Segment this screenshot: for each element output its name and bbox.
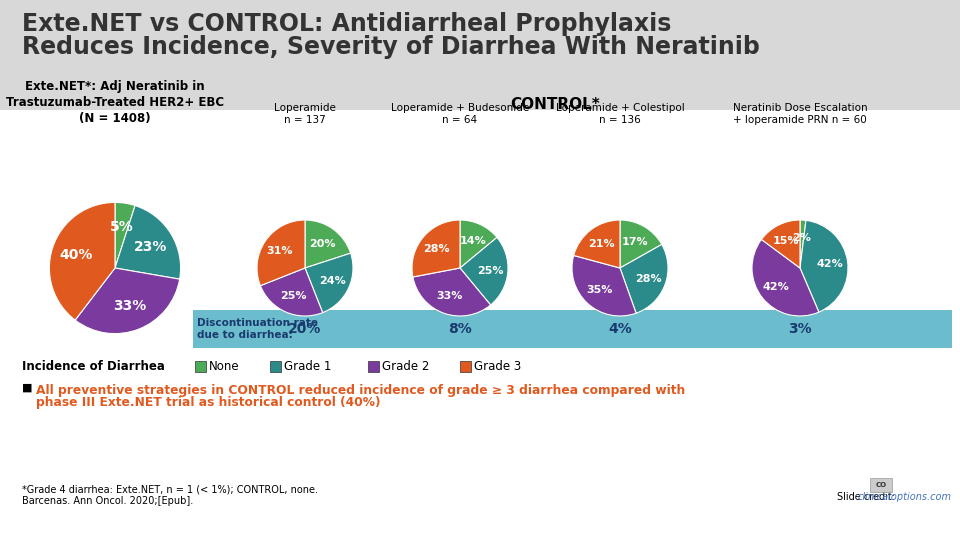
Text: 3%: 3% [788, 322, 812, 336]
Wedge shape [800, 220, 848, 312]
Text: Grade 1: Grade 1 [284, 360, 331, 373]
Text: Discontinuation rate
due to diarrhea:: Discontinuation rate due to diarrhea: [197, 318, 318, 340]
Text: 40%: 40% [60, 248, 92, 262]
Text: 21%: 21% [588, 239, 615, 249]
Text: 28%: 28% [423, 244, 450, 254]
Text: All preventive strategies in CONTROL reduced incidence of grade ≥ 3 diarrhea com: All preventive strategies in CONTROL red… [36, 384, 685, 397]
Wedge shape [115, 206, 180, 279]
Text: 15%: 15% [773, 236, 800, 246]
Bar [193, 310, 952, 348]
Wedge shape [412, 220, 460, 277]
Bar [870, 478, 892, 492]
Text: Loperamide + Colestipol
n = 136: Loperamide + Colestipol n = 136 [556, 103, 684, 125]
Bar [195, 361, 206, 372]
Text: 17%: 17% [622, 237, 649, 247]
Text: CONTROL*: CONTROL* [510, 97, 600, 112]
Text: Barcenas. Ann Oncol. 2020;[Epub].: Barcenas. Ann Oncol. 2020;[Epub]. [22, 496, 193, 506]
Text: 20%: 20% [288, 322, 322, 336]
Wedge shape [800, 220, 806, 268]
Wedge shape [620, 220, 661, 268]
Bar [0, 110, 960, 540]
Wedge shape [620, 245, 668, 313]
Text: 33%: 33% [113, 300, 147, 314]
Bar [270, 361, 281, 372]
Wedge shape [305, 220, 350, 268]
Text: Slide credit:: Slide credit: [837, 492, 898, 502]
Text: clinicaloptions.com: clinicaloptions.com [858, 492, 952, 502]
Text: Exte.NET vs CONTROL: Antidiarrheal Prophylaxis: Exte.NET vs CONTROL: Antidiarrheal Proph… [22, 12, 671, 36]
Wedge shape [257, 220, 305, 286]
Text: Reduces Incidence, Severity of Diarrhea With Neratinib: Reduces Incidence, Severity of Diarrhea … [22, 35, 760, 59]
Text: 33%: 33% [437, 292, 463, 301]
Wedge shape [460, 238, 508, 305]
Text: 35%: 35% [587, 285, 612, 295]
Text: Neratinib Dose Escalation
+ loperamide PRN n = 60: Neratinib Dose Escalation + loperamide P… [732, 103, 867, 125]
Text: ■: ■ [22, 383, 33, 393]
Wedge shape [572, 255, 636, 316]
Wedge shape [75, 268, 180, 334]
Text: 25%: 25% [279, 291, 306, 301]
Text: None: None [209, 360, 240, 373]
Wedge shape [260, 268, 323, 316]
Text: 23%: 23% [133, 240, 167, 254]
Text: 8%: 8% [448, 322, 472, 336]
Bar [460, 361, 471, 372]
Text: Grade 3: Grade 3 [474, 360, 521, 373]
Text: 14%: 14% [460, 235, 487, 246]
Text: Grade 2: Grade 2 [382, 360, 429, 373]
Bar [368, 361, 379, 372]
Wedge shape [115, 202, 135, 268]
Text: 2%: 2% [792, 233, 811, 243]
Text: 42%: 42% [763, 282, 790, 292]
Text: Loperamide
n = 137: Loperamide n = 137 [274, 103, 336, 125]
Text: 31%: 31% [267, 246, 293, 256]
Bar [0, 0, 960, 110]
Text: 25%: 25% [477, 266, 503, 276]
Text: Incidence of Diarrhea: Incidence of Diarrhea [22, 360, 165, 373]
Wedge shape [460, 220, 497, 268]
Text: CO: CO [876, 482, 887, 488]
Text: 28%: 28% [635, 274, 661, 284]
Text: 42%: 42% [817, 259, 843, 269]
Wedge shape [574, 220, 620, 268]
Text: *Grade 4 diarrhea: Exte.NET, n = 1 (< 1%); CONTROL, none.: *Grade 4 diarrhea: Exte.NET, n = 1 (< 1%… [22, 485, 318, 495]
Wedge shape [305, 253, 353, 313]
Text: 20%: 20% [309, 239, 336, 248]
Wedge shape [761, 220, 800, 268]
Wedge shape [413, 268, 491, 316]
Text: 5%: 5% [109, 220, 133, 234]
Text: Exte.NET*: Adj Neratinib in
Trastuzumab-Treated HER2+ EBC
(N = 1408): Exte.NET*: Adj Neratinib in Trastuzumab-… [6, 80, 224, 125]
Text: phase III Exte.NET trial as historical control (40%): phase III Exte.NET trial as historical c… [36, 396, 380, 409]
Text: 4%: 4% [608, 322, 632, 336]
Wedge shape [752, 239, 819, 316]
Text: Loperamide + Budesonide
n = 64: Loperamide + Budesonide n = 64 [391, 103, 529, 125]
Text: 24%: 24% [319, 276, 346, 286]
Wedge shape [49, 202, 115, 320]
